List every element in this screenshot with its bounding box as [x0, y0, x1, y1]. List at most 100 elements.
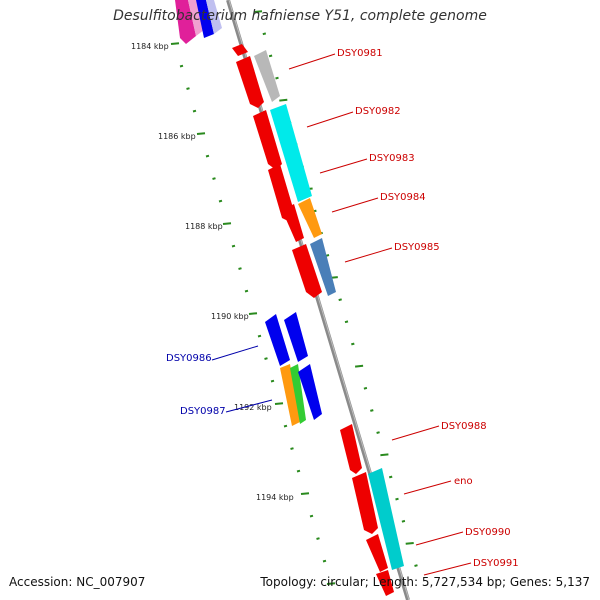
gene-label: DSY0984	[380, 192, 426, 203]
minor-tick	[264, 357, 268, 360]
minor-tick	[395, 497, 399, 501]
gene-arrow-steelblue	[310, 238, 336, 296]
minor-tick	[192, 109, 197, 113]
gene-label: DSY0985	[394, 242, 440, 253]
gene-label: DSY0983	[369, 153, 415, 164]
gene-arrow-magenta	[175, 0, 196, 44]
major-tick	[355, 364, 364, 368]
minor-tick	[283, 424, 288, 428]
leader-line	[211, 345, 259, 361]
leader-line	[415, 531, 464, 546]
minor-tick	[338, 298, 342, 302]
minor-tick	[270, 379, 275, 383]
major-tick	[196, 132, 206, 135]
minor-tick	[179, 64, 184, 68]
minor-tick	[388, 475, 393, 479]
minor-tick	[262, 32, 267, 36]
major-tick	[405, 542, 414, 545]
minor-tick	[244, 289, 249, 293]
major-tick	[253, 10, 263, 13]
gene-label: DSY0981	[337, 48, 383, 59]
gene-arrow-orange	[280, 364, 300, 426]
major-tick	[170, 42, 180, 45]
leader-line	[331, 197, 379, 213]
major-tick	[279, 98, 288, 102]
gene-arrow-pink	[188, 0, 204, 36]
gene-arrow-green	[290, 364, 306, 424]
minor-tick	[344, 320, 349, 324]
scale-label: 1190 kbp	[211, 312, 249, 321]
minor-tick	[218, 199, 223, 203]
minor-tick	[257, 334, 262, 338]
minor-tick	[316, 537, 320, 540]
minor-tick	[370, 409, 374, 412]
gene-labels-right: DSY0981 DSY0982 DSY0983 DSY0984 DSY0985 …	[288, 48, 519, 576]
leader-line	[306, 111, 354, 128]
map-title: Desulfitobacterium hafniense Y51, comple…	[113, 8, 487, 24]
major-tick	[248, 312, 258, 315]
gene-arrow-cyan	[270, 104, 312, 202]
gene-label: eno	[454, 476, 473, 487]
accession-text: Accession: NC_007907	[9, 575, 146, 589]
minor-tick	[414, 564, 418, 567]
minor-tick	[401, 519, 406, 523]
scale-label: 1194 kbp	[256, 493, 294, 502]
minor-tick	[309, 514, 314, 518]
major-tick	[222, 222, 232, 225]
gene-label: DSY0988	[441, 421, 487, 432]
gene-arrow-red	[292, 244, 322, 298]
gene-arrow-blue	[298, 364, 322, 420]
gene-arrow-red	[253, 110, 282, 170]
gene-arrow-red	[232, 44, 248, 56]
gene-label: DSY0986	[166, 353, 212, 364]
gene-arrow-red	[366, 534, 388, 572]
leader-line	[344, 247, 393, 263]
minor-tick	[275, 76, 279, 80]
minor-tick	[296, 469, 301, 473]
scale-label: 1186 kbp	[158, 132, 196, 141]
gene-arrow-lightblue-top	[206, 0, 222, 34]
minor-tick	[212, 177, 216, 180]
scale-label: 1188 kbp	[185, 222, 223, 231]
leader-line	[391, 425, 440, 441]
leader-line	[225, 399, 273, 413]
leader-line	[319, 158, 368, 174]
gene-labels-left: DSY0986 DSY0987	[166, 345, 273, 417]
gene-label: DSY0982	[355, 106, 401, 117]
gene-arrow-red	[340, 424, 362, 474]
gene-label: DSY0990	[465, 527, 511, 538]
minor-tick	[238, 267, 242, 270]
major-tick	[300, 492, 310, 495]
minor-tick	[351, 342, 355, 346]
major-tick	[274, 402, 284, 405]
gene-label: DSY0987	[180, 406, 226, 417]
gene-label: DSY0991	[473, 558, 519, 569]
minor-tick	[231, 244, 236, 248]
gene-arrow-blue	[265, 314, 290, 366]
scale-ticks-left	[170, 42, 336, 585]
gene-features	[175, 0, 404, 596]
genome-summary-text: Topology: circular; Length: 5,727,534 bp…	[260, 575, 590, 589]
gene-arrow-orange	[298, 198, 322, 238]
scale-labels: 1184 kbp 1186 kbp 1188 kbp 1190 kbp 1192…	[131, 42, 294, 502]
scale-label: 1184 kbp	[131, 42, 169, 51]
minor-tick	[322, 559, 327, 563]
minor-tick	[186, 87, 190, 90]
gene-arrow-red	[376, 570, 394, 596]
gene-arrow-gray	[254, 50, 280, 102]
minor-tick	[363, 386, 368, 390]
gene-arrow-blue	[284, 312, 308, 362]
gene-arrow-red	[236, 56, 264, 108]
minor-tick	[205, 154, 210, 158]
minor-tick	[290, 447, 294, 450]
leader-line	[403, 480, 452, 495]
gene-arrow-teal	[368, 468, 404, 570]
scale-label: 1192 kbp	[234, 403, 272, 412]
gene-arrow-red	[282, 204, 304, 242]
minor-tick	[268, 54, 273, 58]
leader-line	[423, 562, 472, 576]
gene-arrow-blue-top	[196, 0, 214, 38]
major-tick	[326, 582, 336, 585]
